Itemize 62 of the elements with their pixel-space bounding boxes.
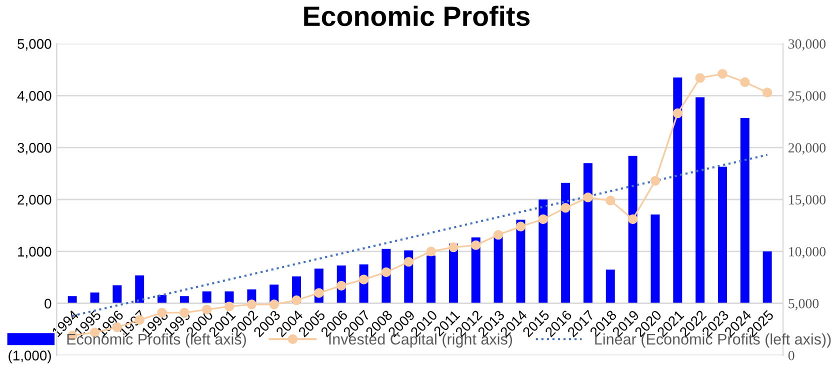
point — [695, 73, 705, 83]
bar — [583, 163, 592, 304]
bar — [426, 256, 436, 304]
point — [628, 214, 638, 224]
bar — [135, 275, 144, 304]
point — [672, 108, 683, 118]
y2-tick-label: 0 — [788, 350, 794, 360]
bar — [673, 77, 682, 304]
y-tick-label: 0 — [44, 298, 52, 309]
bar — [561, 182, 570, 304]
bar — [740, 118, 750, 304]
y-tick-label: 5,000 — [18, 39, 52, 51]
point — [269, 300, 279, 310]
bar — [650, 214, 660, 304]
point — [762, 88, 772, 98]
point — [336, 280, 346, 291]
y-tick-label: 4,000 — [17, 90, 52, 102]
point — [426, 246, 436, 256]
bar — [628, 156, 638, 304]
point — [314, 288, 324, 298]
point — [404, 256, 414, 267]
point — [583, 192, 593, 202]
bar — [494, 236, 503, 304]
bar — [538, 200, 548, 304]
y2-tick-label: 15,000 — [789, 195, 826, 206]
chart-title: Economic Profits — [304, 6, 530, 26]
point — [292, 295, 302, 306]
point — [448, 242, 458, 252]
y2-tick-label: 30,000 — [788, 39, 826, 51]
bar — [718, 166, 727, 304]
point — [538, 214, 548, 224]
point — [493, 230, 504, 240]
y-tick-label: (1,000) — [8, 350, 51, 364]
bar — [516, 220, 526, 304]
point — [358, 274, 369, 284]
point — [560, 202, 570, 213]
bar — [90, 292, 100, 304]
y2-tick-label: 10,000 — [789, 247, 826, 258]
point — [471, 240, 481, 250]
bar — [762, 251, 772, 304]
point — [718, 68, 728, 79]
y-tick-label: 2,000 — [18, 194, 52, 206]
y-tick-label: 1,000 — [18, 246, 52, 258]
point — [740, 77, 750, 87]
y2-tick-label: 5,000 — [788, 298, 819, 310]
bar — [224, 291, 234, 304]
bar — [158, 295, 166, 304]
y2-tick-label: 25,000 — [788, 91, 826, 103]
bar — [180, 296, 189, 304]
point — [650, 176, 660, 186]
bar — [606, 270, 615, 304]
point — [381, 267, 392, 278]
point — [606, 196, 616, 206]
bar — [696, 97, 705, 304]
bar — [68, 296, 77, 304]
bar — [202, 291, 212, 304]
y-tick-label: 3,000 — [18, 142, 52, 154]
bar — [112, 285, 122, 304]
point — [246, 300, 257, 310]
point — [224, 302, 234, 312]
y2-tick-label: 20,000 — [788, 143, 826, 155]
point — [516, 222, 526, 232]
